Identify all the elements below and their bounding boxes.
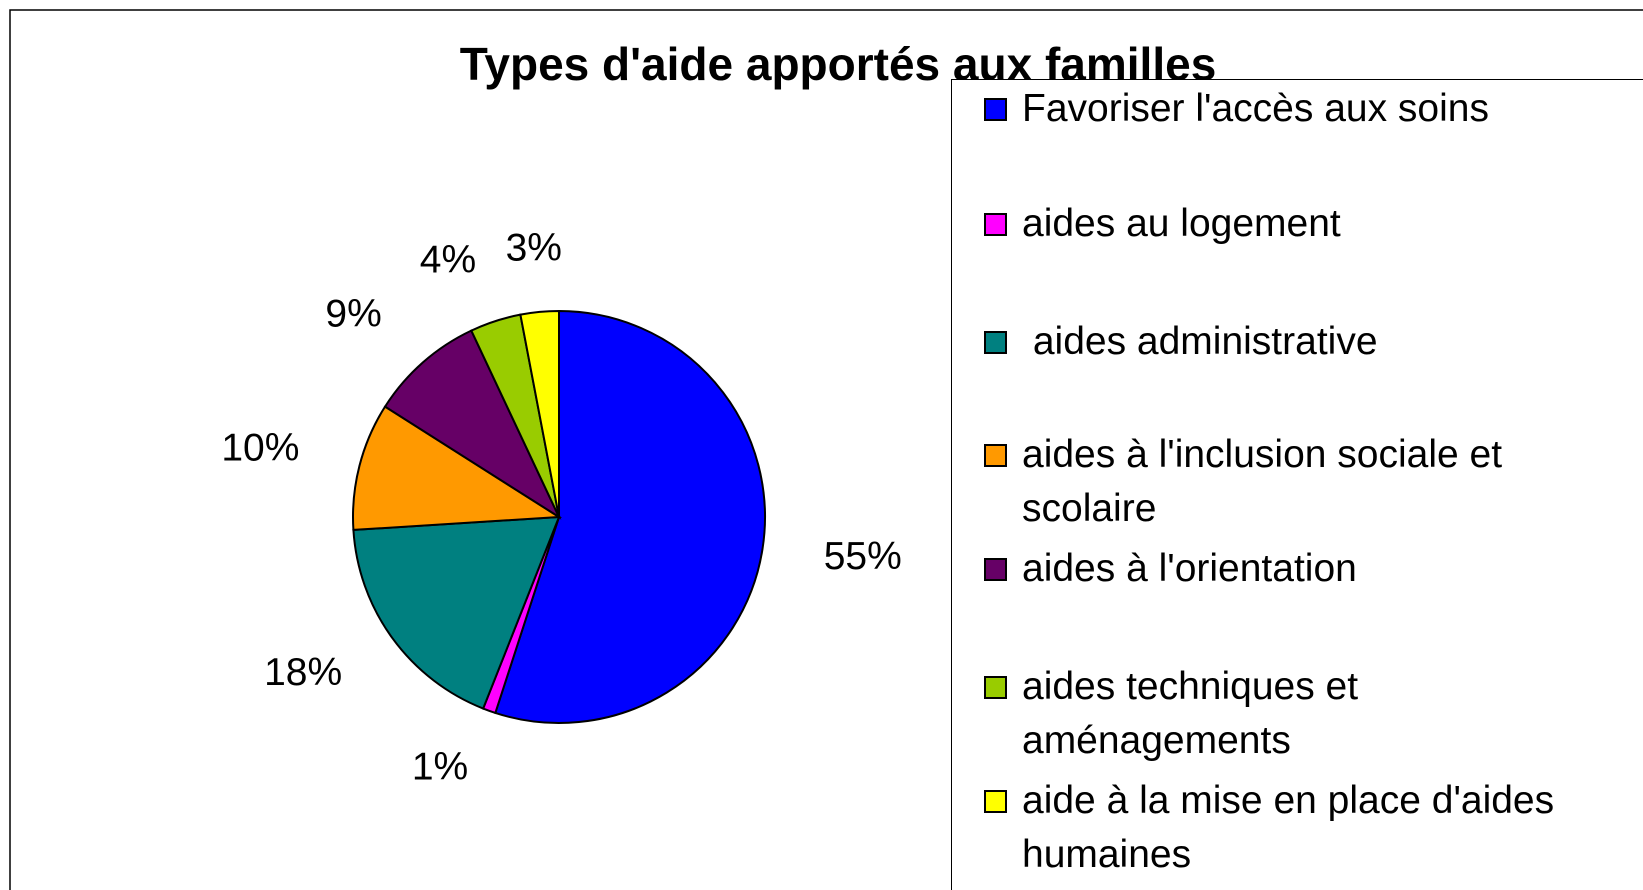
data-label: 4%	[420, 238, 476, 281]
data-label: 55%	[824, 535, 902, 578]
legend-label: aides administrative	[1022, 320, 1378, 363]
legend-swatch	[984, 331, 1007, 354]
legend-label: aides au logement	[1022, 202, 1341, 245]
pie-slice	[519, 309, 560, 518]
data-label: 1%	[412, 745, 468, 788]
legend-swatch	[984, 98, 1007, 121]
data-label: 18%	[264, 651, 342, 694]
legend-label: Favoriser l'accès aux soins	[1022, 87, 1489, 130]
data-label: 9%	[325, 292, 381, 335]
pie-slice	[352, 515, 561, 710]
data-label: 3%	[506, 226, 562, 269]
legend-label: aides techniques et aménagements	[1022, 665, 1369, 762]
legend-label: aides à l'inclusion sociale et scolaire	[1022, 433, 1513, 530]
data-label: 10%	[221, 427, 299, 470]
legend-swatch	[984, 213, 1007, 236]
legend-swatch	[984, 676, 1007, 699]
legend-label: aides à l'orientation	[1022, 547, 1357, 590]
pie-slice	[494, 309, 766, 724]
legend: Favoriser l'accès aux soins aides au loge…	[951, 79, 1643, 890]
pie-slice	[352, 405, 563, 531]
legend-label: aide à la mise en place d'aides humaines	[1022, 779, 1565, 876]
pie-slice	[383, 329, 562, 520]
legend-swatch	[984, 444, 1007, 467]
legend-swatch	[984, 558, 1007, 581]
legend-swatch	[984, 790, 1007, 813]
